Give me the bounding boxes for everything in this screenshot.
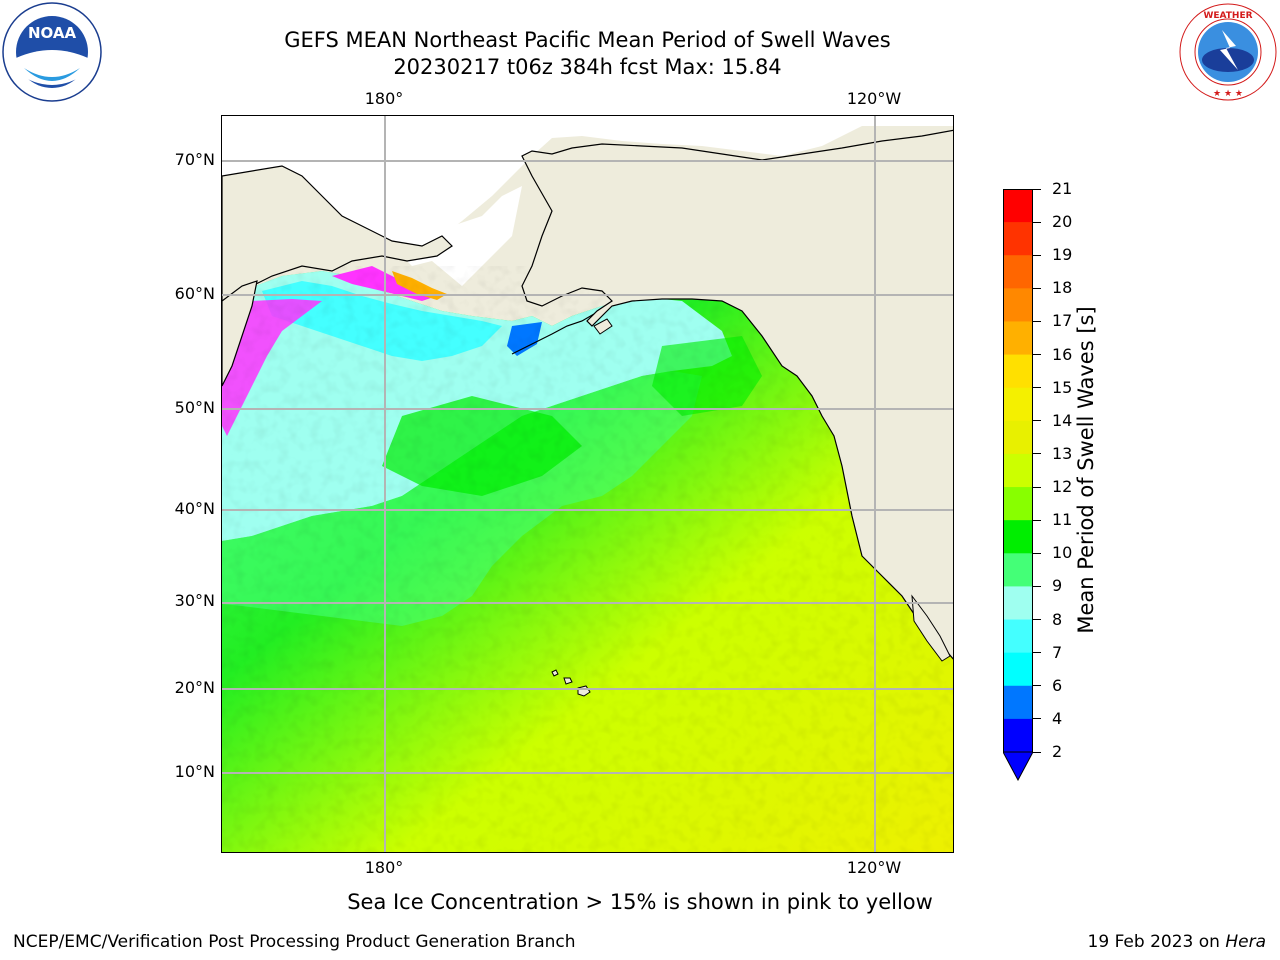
lon-label-top-180: 180°	[364, 89, 404, 108]
lat-label-60n: 60°N	[174, 284, 215, 303]
map-panel[interactable]	[221, 115, 954, 853]
lat-label-20n: 20°N	[174, 678, 215, 697]
colorbar-band	[1003, 619, 1033, 654]
colorbar-tick-mark	[1033, 387, 1041, 389]
sea-ice-note: Sea Ice Concentration > 15% is shown in …	[347, 890, 933, 914]
colorbar-tick-mark	[1033, 420, 1041, 422]
colorbar-tick-label: 20	[1052, 212, 1073, 232]
colorbar-extend-arrow	[1002, 751, 1034, 782]
svg-text:WEATHER: WEATHER	[1203, 11, 1252, 21]
colorbar-tick-label: 11	[1052, 510, 1073, 530]
colorbar-band	[1003, 453, 1033, 488]
colorbar-tick-mark	[1033, 685, 1041, 687]
colorbar-tick-label: 17	[1052, 311, 1073, 331]
colorbar-tick-label: 8	[1052, 609, 1063, 629]
colorbar-tick-label: 19	[1052, 245, 1073, 265]
noaa-logo: NOAA	[2, 2, 102, 102]
date-stamp: 19 Feb 2023 on Hera	[1088, 932, 1266, 952]
colorbar-band	[1003, 321, 1033, 356]
colorbar-tick-label: 16	[1052, 344, 1073, 364]
colorbar-tick-label: 2	[1052, 742, 1063, 761]
lat-label-30n: 30°N	[174, 591, 215, 610]
colorbar-tick-mark	[1033, 552, 1041, 554]
colorbar-tick-mark	[1033, 519, 1041, 521]
colorbar-tick-label: 4	[1052, 708, 1063, 728]
colorbar-tick-mark	[1033, 619, 1041, 621]
colorbar-tick-mark	[1033, 718, 1041, 720]
colorbar-tick-label: 13	[1052, 443, 1073, 463]
map-subtitle: 20230217 t06z 384h fcst Max: 15.84	[393, 55, 782, 79]
lat-label-10n: 10°N	[174, 762, 215, 781]
lat-label-50n: 50°N	[174, 398, 215, 417]
colorbar-tick-mark	[1033, 320, 1041, 322]
colorbar-band	[1003, 652, 1033, 687]
nws-logo: WEATHER ★ ★ ★	[1178, 2, 1278, 102]
lat-label-40n: 40°N	[174, 499, 215, 518]
colorbar-tick-mark	[1033, 188, 1041, 190]
colorbar-tick-label: 9	[1052, 576, 1063, 596]
lon-label-bottom-120w: 120°W	[846, 858, 902, 877]
colorbar-tick-label: 14	[1052, 410, 1073, 430]
colorbar-band	[1003, 354, 1033, 389]
colorbar-tick-label: 10	[1052, 543, 1073, 563]
colorbar-band	[1003, 718, 1033, 753]
colorbar-outline	[1003, 189, 1033, 753]
machine-name: Hera	[1225, 932, 1266, 952]
colorbar-tick-label: 21	[1052, 179, 1073, 198]
colorbar-tick-mark	[1033, 652, 1041, 654]
noaa-logo-text: NOAA	[28, 24, 77, 42]
colorbar-tick-label: 7	[1052, 642, 1063, 662]
svg-text:★ ★ ★: ★ ★ ★	[1213, 89, 1243, 99]
colorbar-tick-mark	[1033, 221, 1041, 223]
colorbar-tick-mark	[1033, 254, 1041, 256]
colorbar-band	[1003, 420, 1033, 455]
colorbar-band	[1003, 189, 1033, 223]
colorbar-band	[1003, 487, 1033, 521]
colorbar-band	[1003, 255, 1033, 289]
colorbar-band	[1003, 685, 1033, 720]
date-text: 19 Feb 2023 on	[1087, 932, 1226, 952]
colorbar-tick-mark	[1033, 751, 1041, 753]
colorbar-band	[1003, 553, 1033, 587]
lon-label-bottom-180: 180°	[364, 858, 404, 877]
colorbar-tick-mark	[1033, 486, 1041, 488]
map-gridlines	[222, 116, 953, 852]
colorbar-tick-label: 6	[1052, 675, 1063, 695]
swell-period-map	[222, 116, 953, 852]
lat-label-70n: 70°N	[174, 150, 215, 169]
colorbar-label: Mean Period of Swell Waves [s]	[1074, 306, 1098, 634]
colorbar-tick-label: 12	[1052, 477, 1073, 497]
colorbar-tick-label: 18	[1052, 278, 1073, 298]
colorbar	[1002, 189, 1034, 782]
colorbar-tick-mark	[1033, 585, 1041, 587]
colorbar-tick-label: 15	[1052, 377, 1073, 397]
credit-text: NCEP/EMC/Verification Post Processing Pr…	[13, 932, 576, 952]
colorbar-band	[1003, 520, 1033, 554]
lon-label-top-120w: 120°W	[846, 89, 902, 108]
colorbar-band	[1003, 288, 1033, 322]
map-title: GEFS MEAN Northeast Pacific Mean Period …	[284, 28, 891, 52]
colorbar-band	[1003, 586, 1033, 621]
colorbar-tick-mark	[1033, 354, 1041, 356]
colorbar-band	[1003, 222, 1033, 256]
colorbar-tick-mark	[1033, 287, 1041, 289]
colorbar-graphic	[1002, 189, 1034, 782]
colorbar-tick-mark	[1033, 453, 1041, 455]
colorbar-band	[1003, 387, 1033, 422]
